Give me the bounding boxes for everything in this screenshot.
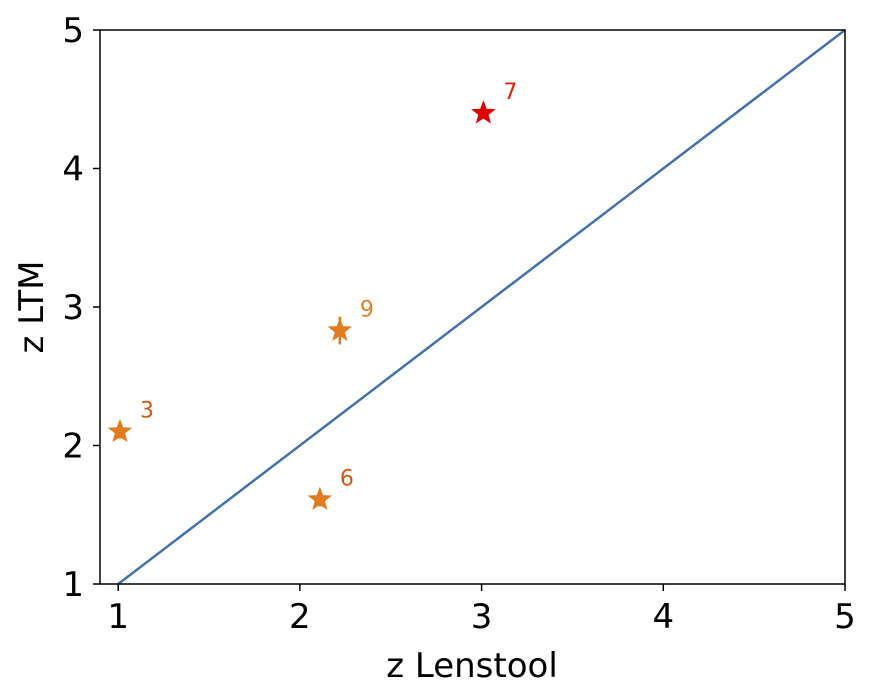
y-axis-ticks: 1 2 3 4 5	[62, 11, 100, 605]
x-axis-ticks: 1 2 3 4 5	[107, 584, 856, 637]
x-tick-label-5: 5	[834, 597, 856, 637]
star-point-6	[307, 486, 333, 510]
x-tick-label-4: 4	[652, 597, 674, 637]
y-axis-title: z LTM	[12, 260, 52, 353]
point-label-7: 7	[503, 80, 517, 105]
point-label-9: 9	[360, 298, 374, 323]
y-tick-label-5: 5	[62, 11, 84, 51]
star-point-7	[471, 100, 496, 124]
star-point-3	[107, 418, 133, 443]
y-tick-label-2: 2	[62, 427, 84, 467]
x-tick-label-1: 1	[107, 597, 129, 637]
plot-frame	[99, 29, 846, 585]
star-point-9	[327, 317, 353, 342]
marks-layer: 3 6 7 9	[107, 29, 846, 585]
one-to-one-line	[117, 29, 846, 585]
point-label-3: 3	[140, 399, 154, 424]
y-tick-label-3: 3	[62, 288, 84, 328]
y-tick-label-4: 4	[62, 150, 84, 190]
x-tick-label-2: 2	[289, 597, 311, 637]
x-tick-label-3: 3	[471, 597, 493, 637]
x-axis-title: z Lenstool	[386, 646, 558, 686]
point-label-6: 6	[340, 467, 354, 492]
y-tick-label-1: 1	[62, 565, 84, 605]
